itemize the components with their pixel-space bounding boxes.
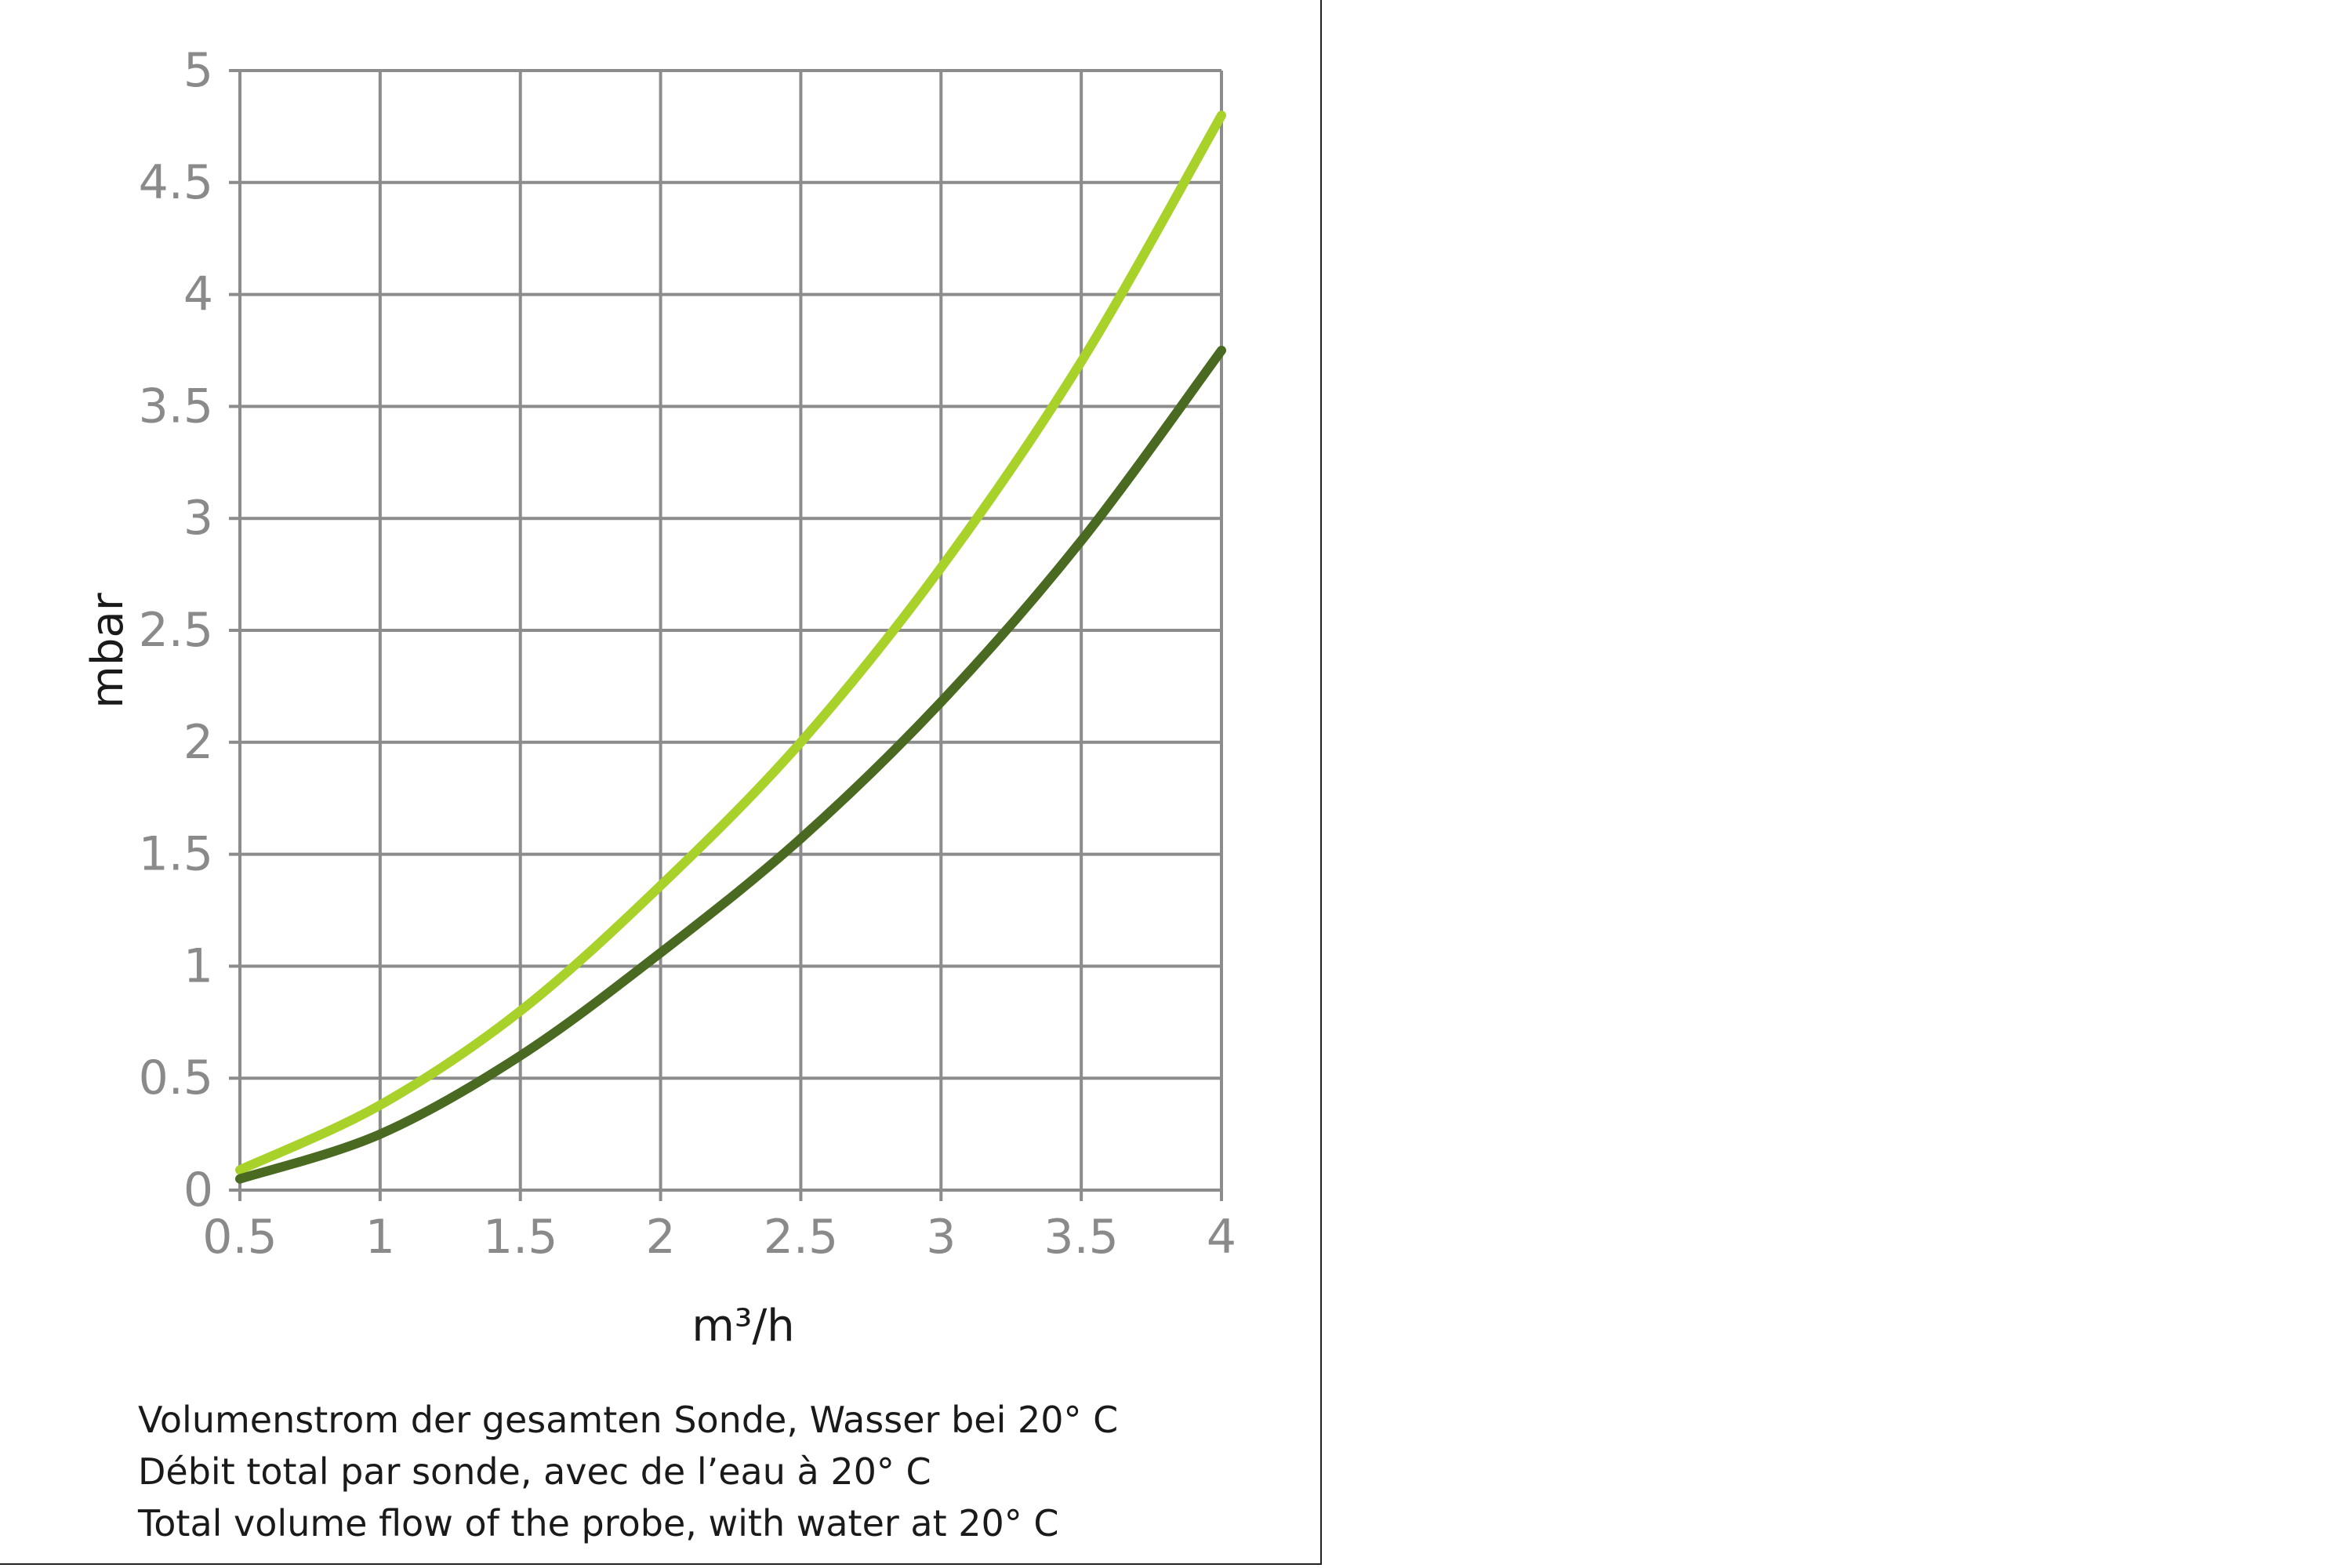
y-tick-label: 1 [183,938,213,993]
y-tick-label: 4 [183,267,213,322]
x-tick-label: 3 [926,1210,956,1265]
y-tick-label: 3.5 [139,379,213,434]
y-tick-label: 5 [183,43,213,98]
x-tick-label: 4 [1207,1210,1236,1265]
caption-line-english: Total volume flow of the probe, with wat… [138,1502,1059,1544]
caption: Volumenstrom der gesamten Sonde, Wasser … [138,1394,1118,1549]
x-tick-label: 0.5 [202,1210,277,1265]
x-tick-label: 2.5 [764,1210,838,1265]
series-line-2 [235,346,1226,1184]
x-tick-label: 2 [645,1210,675,1265]
series-lines [235,111,1226,1184]
grid [229,69,1223,1201]
tick-labels: 0.5 1 1.5 2 2.5 3 3.5 400.511.522.533.544.55 [139,43,1237,1265]
x-tick-label: 1 [365,1210,395,1265]
caption-line-german: Volumenstrom der gesamten Sonde, Wasser … [138,1399,1119,1441]
y-tick-label: 0 [183,1163,213,1218]
y-tick-label: 2 [183,715,213,770]
y-axis-title: mbar [82,592,133,708]
y-tick-label: 3 [183,491,213,546]
pressure-drop-chart: 0.5 1 1.5 2 2.5 3 3.5 400.511.522.533.544.55 mb… [82,43,1237,1352]
y-tick-label: 1.5 [139,827,213,882]
x-tick-label: 3.5 [1044,1210,1118,1265]
x-tick-label: 1.5 [483,1210,557,1265]
caption-line-french: Débit total par sonde, avec de l’eau à 2… [138,1450,931,1493]
y-tick-label: 0.5 [139,1051,213,1105]
series-line-1 [235,111,1226,1175]
y-tick-label: 2.5 [139,603,213,658]
y-tick-label: 4.5 [139,155,213,210]
x-axis-title: m³/h [691,1301,794,1352]
